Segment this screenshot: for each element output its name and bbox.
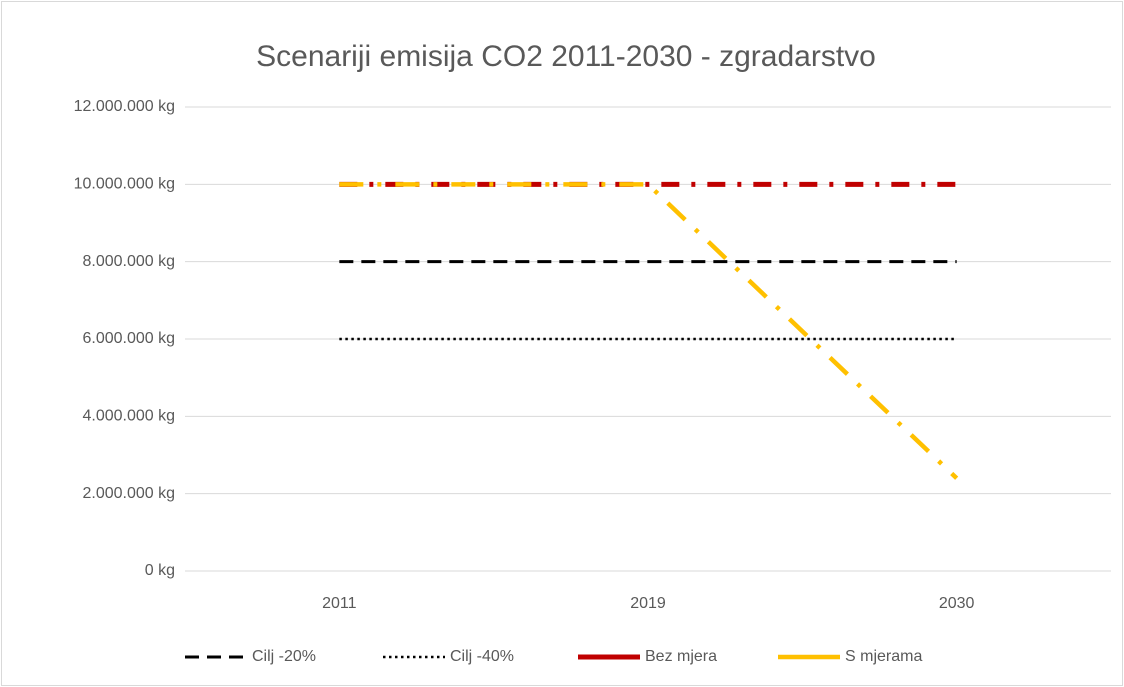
y-tick-label: 4.000.000 kg [82, 408, 175, 425]
y-tick-label: 10.000.000 kg [74, 176, 175, 193]
chart-title: Scenariji emisija CO2 2011-2030 - zgrada… [256, 40, 876, 73]
y-tick-label: 12.000.000 kg [74, 98, 175, 115]
legend-label: Cilj -20% [252, 648, 316, 665]
x-tick-label: 2019 [630, 595, 666, 612]
y-tick-label: 8.000.000 kg [82, 253, 175, 270]
x-tick-label: 2030 [939, 595, 975, 612]
y-tick-label: 2.000.000 kg [82, 485, 175, 502]
x-tick-label: 2011 [322, 595, 357, 612]
y-tick-label: 6.000.000 kg [82, 330, 175, 347]
legend-label: Cilj -40% [450, 648, 514, 665]
legend-label: S mjerama [845, 648, 922, 665]
legend-label: Bez mjera [645, 648, 717, 665]
y-tick-label: 0 kg [145, 562, 175, 579]
